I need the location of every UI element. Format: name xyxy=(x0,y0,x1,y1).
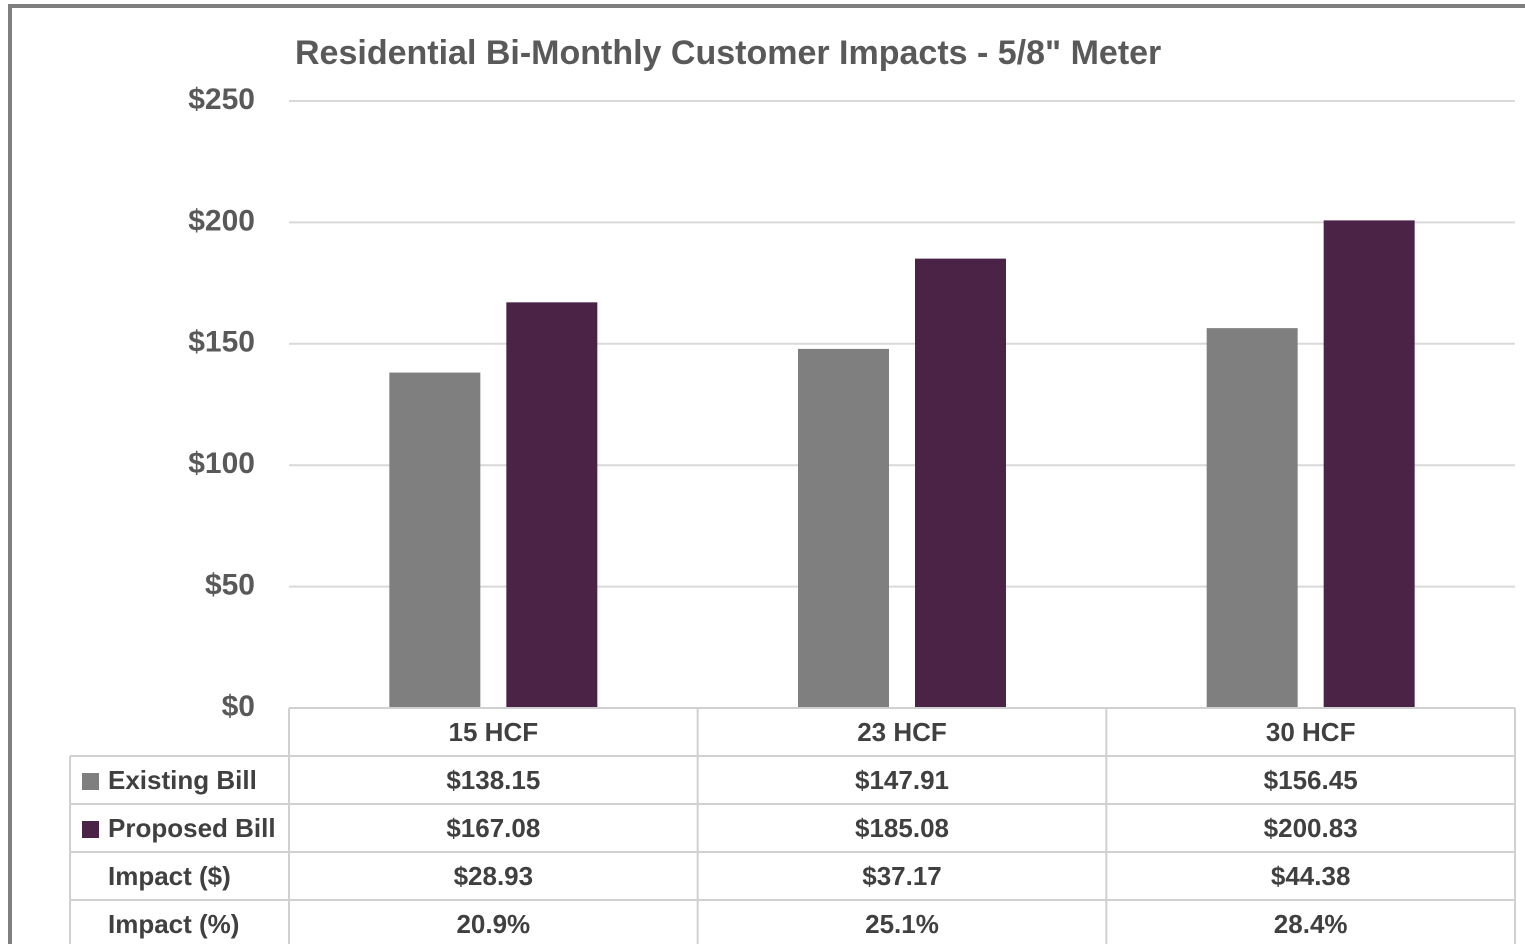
table-cell: 25.1% xyxy=(865,909,939,939)
table-cell: $37.17 xyxy=(862,861,942,891)
table-cell: $185.08 xyxy=(855,813,949,843)
y-tick-label: $100 xyxy=(188,447,255,480)
legend-label: Proposed Bill xyxy=(108,813,276,843)
y-tick-label: $150 xyxy=(188,326,255,359)
x-tick-label: 23 HCF xyxy=(857,717,947,747)
bar xyxy=(506,302,598,708)
x-tick-label: 30 HCF xyxy=(1266,717,1356,747)
legend-key xyxy=(82,773,99,790)
y-tick-label: $250 xyxy=(188,83,255,116)
x-tick-label: 15 HCF xyxy=(449,717,539,747)
table-cell: $147.91 xyxy=(855,765,949,795)
bar xyxy=(389,372,481,708)
table-cell: $44.38 xyxy=(1271,861,1351,891)
table-cell: $156.45 xyxy=(1264,765,1358,795)
legend-label: Existing Bill xyxy=(108,765,257,795)
table-cell: $200.83 xyxy=(1264,813,1358,843)
y-tick-label: $0 xyxy=(222,690,255,723)
bar xyxy=(798,348,889,708)
legend-key xyxy=(82,821,99,838)
bar xyxy=(915,258,1006,708)
row-label: Impact (%) xyxy=(108,909,239,939)
table-cell: $28.93 xyxy=(454,861,534,891)
table-cell: 28.4% xyxy=(1274,909,1348,939)
row-label: Impact ($) xyxy=(108,861,231,891)
table-cell: $138.15 xyxy=(446,765,540,795)
bar xyxy=(1206,328,1298,708)
bar xyxy=(1323,220,1415,708)
table-cell: $167.08 xyxy=(446,813,540,843)
chart-title: Residential Bi-Monthly Customer Impacts … xyxy=(295,34,1161,72)
y-tick-label: $200 xyxy=(188,204,255,237)
y-tick-label: $50 xyxy=(205,569,255,602)
table-cell: 20.9% xyxy=(456,909,530,939)
